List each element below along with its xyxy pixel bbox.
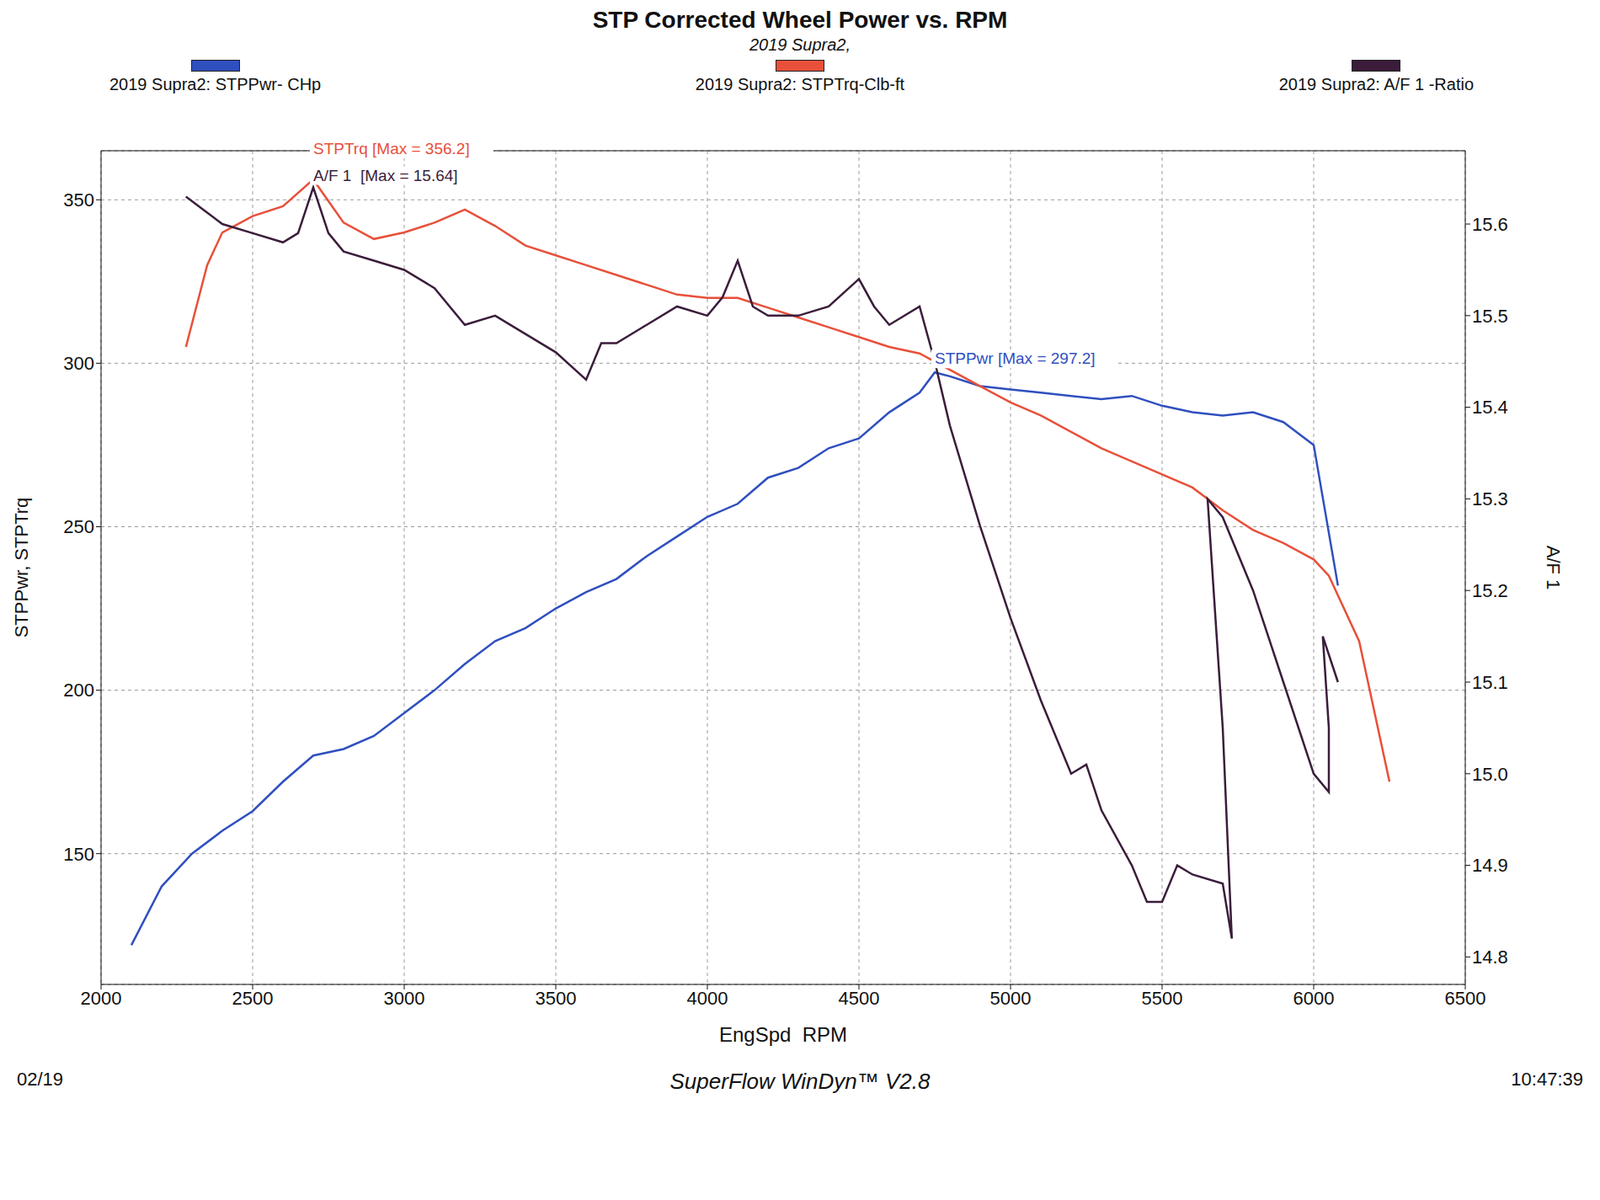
html-text:SuperFlow WinDyn™ V2.8: SuperFlow WinDyn™ V2.8	[669, 1068, 931, 1094]
svg-text:A/F 1 [Max = 15.64]: A/F 1 [Max = 15.64]	[313, 166, 459, 185]
svg-text:15.3: 15.3	[1472, 488, 1509, 510]
svg-text:STPPwr [Max = 297.2]: STPPwr [Max = 297.2]	[934, 349, 1096, 368]
svg-text:15.1: 15.1	[1472, 672, 1509, 694]
svg-text:15.5: 15.5	[1472, 305, 1509, 327]
html-text:2019 Supra2,: 2019 Supra2,	[749, 35, 851, 54]
svg-text:15.0: 15.0	[1472, 763, 1509, 785]
svg-text:A/F 1: A/F 1	[1542, 545, 1564, 591]
html-text:10:47:39: 10:47:39	[1511, 1068, 1584, 1090]
svg-text:250: 250	[63, 516, 95, 538]
html-text:STP Corrected Wheel Power vs.: STP Corrected Wheel Power vs. RPM	[592, 6, 1008, 33]
svg-text:14.8: 14.8	[1472, 946, 1509, 968]
svg-text:15.4: 15.4	[1472, 396, 1509, 418]
svg-text:4000: 4000	[687, 987, 729, 1009]
svg-text:STPPwr, STPTrq: STPPwr, STPTrq	[10, 497, 32, 639]
svg-text:2000: 2000	[80, 987, 123, 1009]
html-text:2019 Supra2: A/F 1 -Ratio: 2019 Supra2: A/F 1 -Ratio	[1278, 74, 1474, 94]
html-text:2019 Supra2: STPTrq-Clb-ft: 2019 Supra2: STPTrq-Clb-ft	[695, 74, 905, 94]
html-text:2019 Supra2: STPPwr- CHp: 2019 Supra2: STPPwr- CHp	[109, 74, 322, 94]
svg-text:6000: 6000	[1293, 987, 1335, 1009]
svg-text:14.9: 14.9	[1472, 854, 1509, 876]
svg-text:300: 300	[63, 352, 95, 374]
svg-text:4500: 4500	[838, 987, 880, 1009]
svg-text:5000: 5000	[990, 987, 1032, 1009]
svg-text:3500: 3500	[535, 987, 577, 1009]
svg-text:6500: 6500	[1445, 987, 1487, 1009]
html-text:02/19: 02/19	[16, 1068, 64, 1090]
svg-text:2500: 2500	[232, 987, 274, 1009]
svg-text:15.6: 15.6	[1472, 213, 1509, 235]
svg-text:350: 350	[63, 189, 95, 211]
svg-text:15.2: 15.2	[1472, 580, 1509, 602]
svg-text:5500: 5500	[1141, 987, 1184, 1009]
svg-text:3000: 3000	[384, 987, 426, 1009]
svg-text:150: 150	[63, 843, 95, 865]
svg-text:STPTrq [Max = 356.2]: STPTrq [Max = 356.2]	[313, 139, 470, 158]
svg-text:EngSpd RPM: EngSpd RPM	[719, 1023, 848, 1046]
svg-text:200: 200	[63, 679, 95, 701]
